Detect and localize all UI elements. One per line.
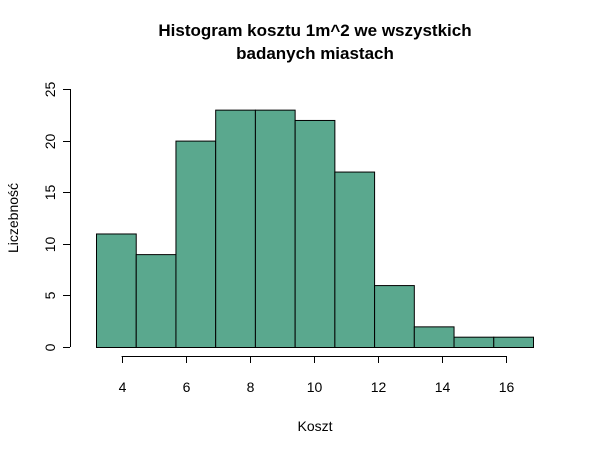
y-tick-label: 15 bbox=[42, 185, 58, 201]
x-tick-label: 14 bbox=[435, 379, 451, 395]
y-tick-label: 20 bbox=[42, 134, 58, 150]
y-axis-label: Liczebność bbox=[5, 183, 21, 253]
histogram-bar bbox=[334, 171, 376, 348]
y-tick-label: 10 bbox=[42, 237, 58, 253]
histogram-bar bbox=[413, 326, 455, 348]
x-tick-label: 10 bbox=[307, 379, 323, 395]
x-tick-label: 6 bbox=[183, 379, 191, 395]
x-tick-label: 12 bbox=[371, 379, 387, 395]
histogram-bar bbox=[453, 336, 495, 348]
histogram-bar bbox=[493, 336, 535, 348]
histogram-bar bbox=[96, 233, 137, 348]
y-tick-label: 25 bbox=[42, 82, 58, 98]
histogram-bar bbox=[135, 254, 177, 348]
histogram-bar bbox=[175, 140, 217, 348]
x-axis: 4 6 8 10 12 14 16 bbox=[119, 356, 515, 395]
x-tick-label: 8 bbox=[247, 379, 255, 395]
bars-group bbox=[96, 109, 535, 348]
x-axis-label: Koszt bbox=[297, 418, 332, 434]
y-tick-label: 5 bbox=[42, 291, 58, 299]
y-axis: 0 5 10 15 20 25 bbox=[42, 82, 71, 351]
y-tick-label: 0 bbox=[42, 343, 58, 351]
histogram-bar bbox=[374, 285, 415, 348]
histogram-bar bbox=[215, 109, 256, 348]
histogram-bar bbox=[294, 119, 336, 348]
x-tick-label: 4 bbox=[119, 379, 127, 395]
chart-title-line-1: Histogram kosztu 1m^2 we wszystkich bbox=[158, 21, 471, 40]
x-tick-label: 16 bbox=[499, 379, 515, 395]
histogram-bar bbox=[254, 109, 296, 348]
chart-title-line-2: badanych miastach bbox=[236, 44, 394, 63]
